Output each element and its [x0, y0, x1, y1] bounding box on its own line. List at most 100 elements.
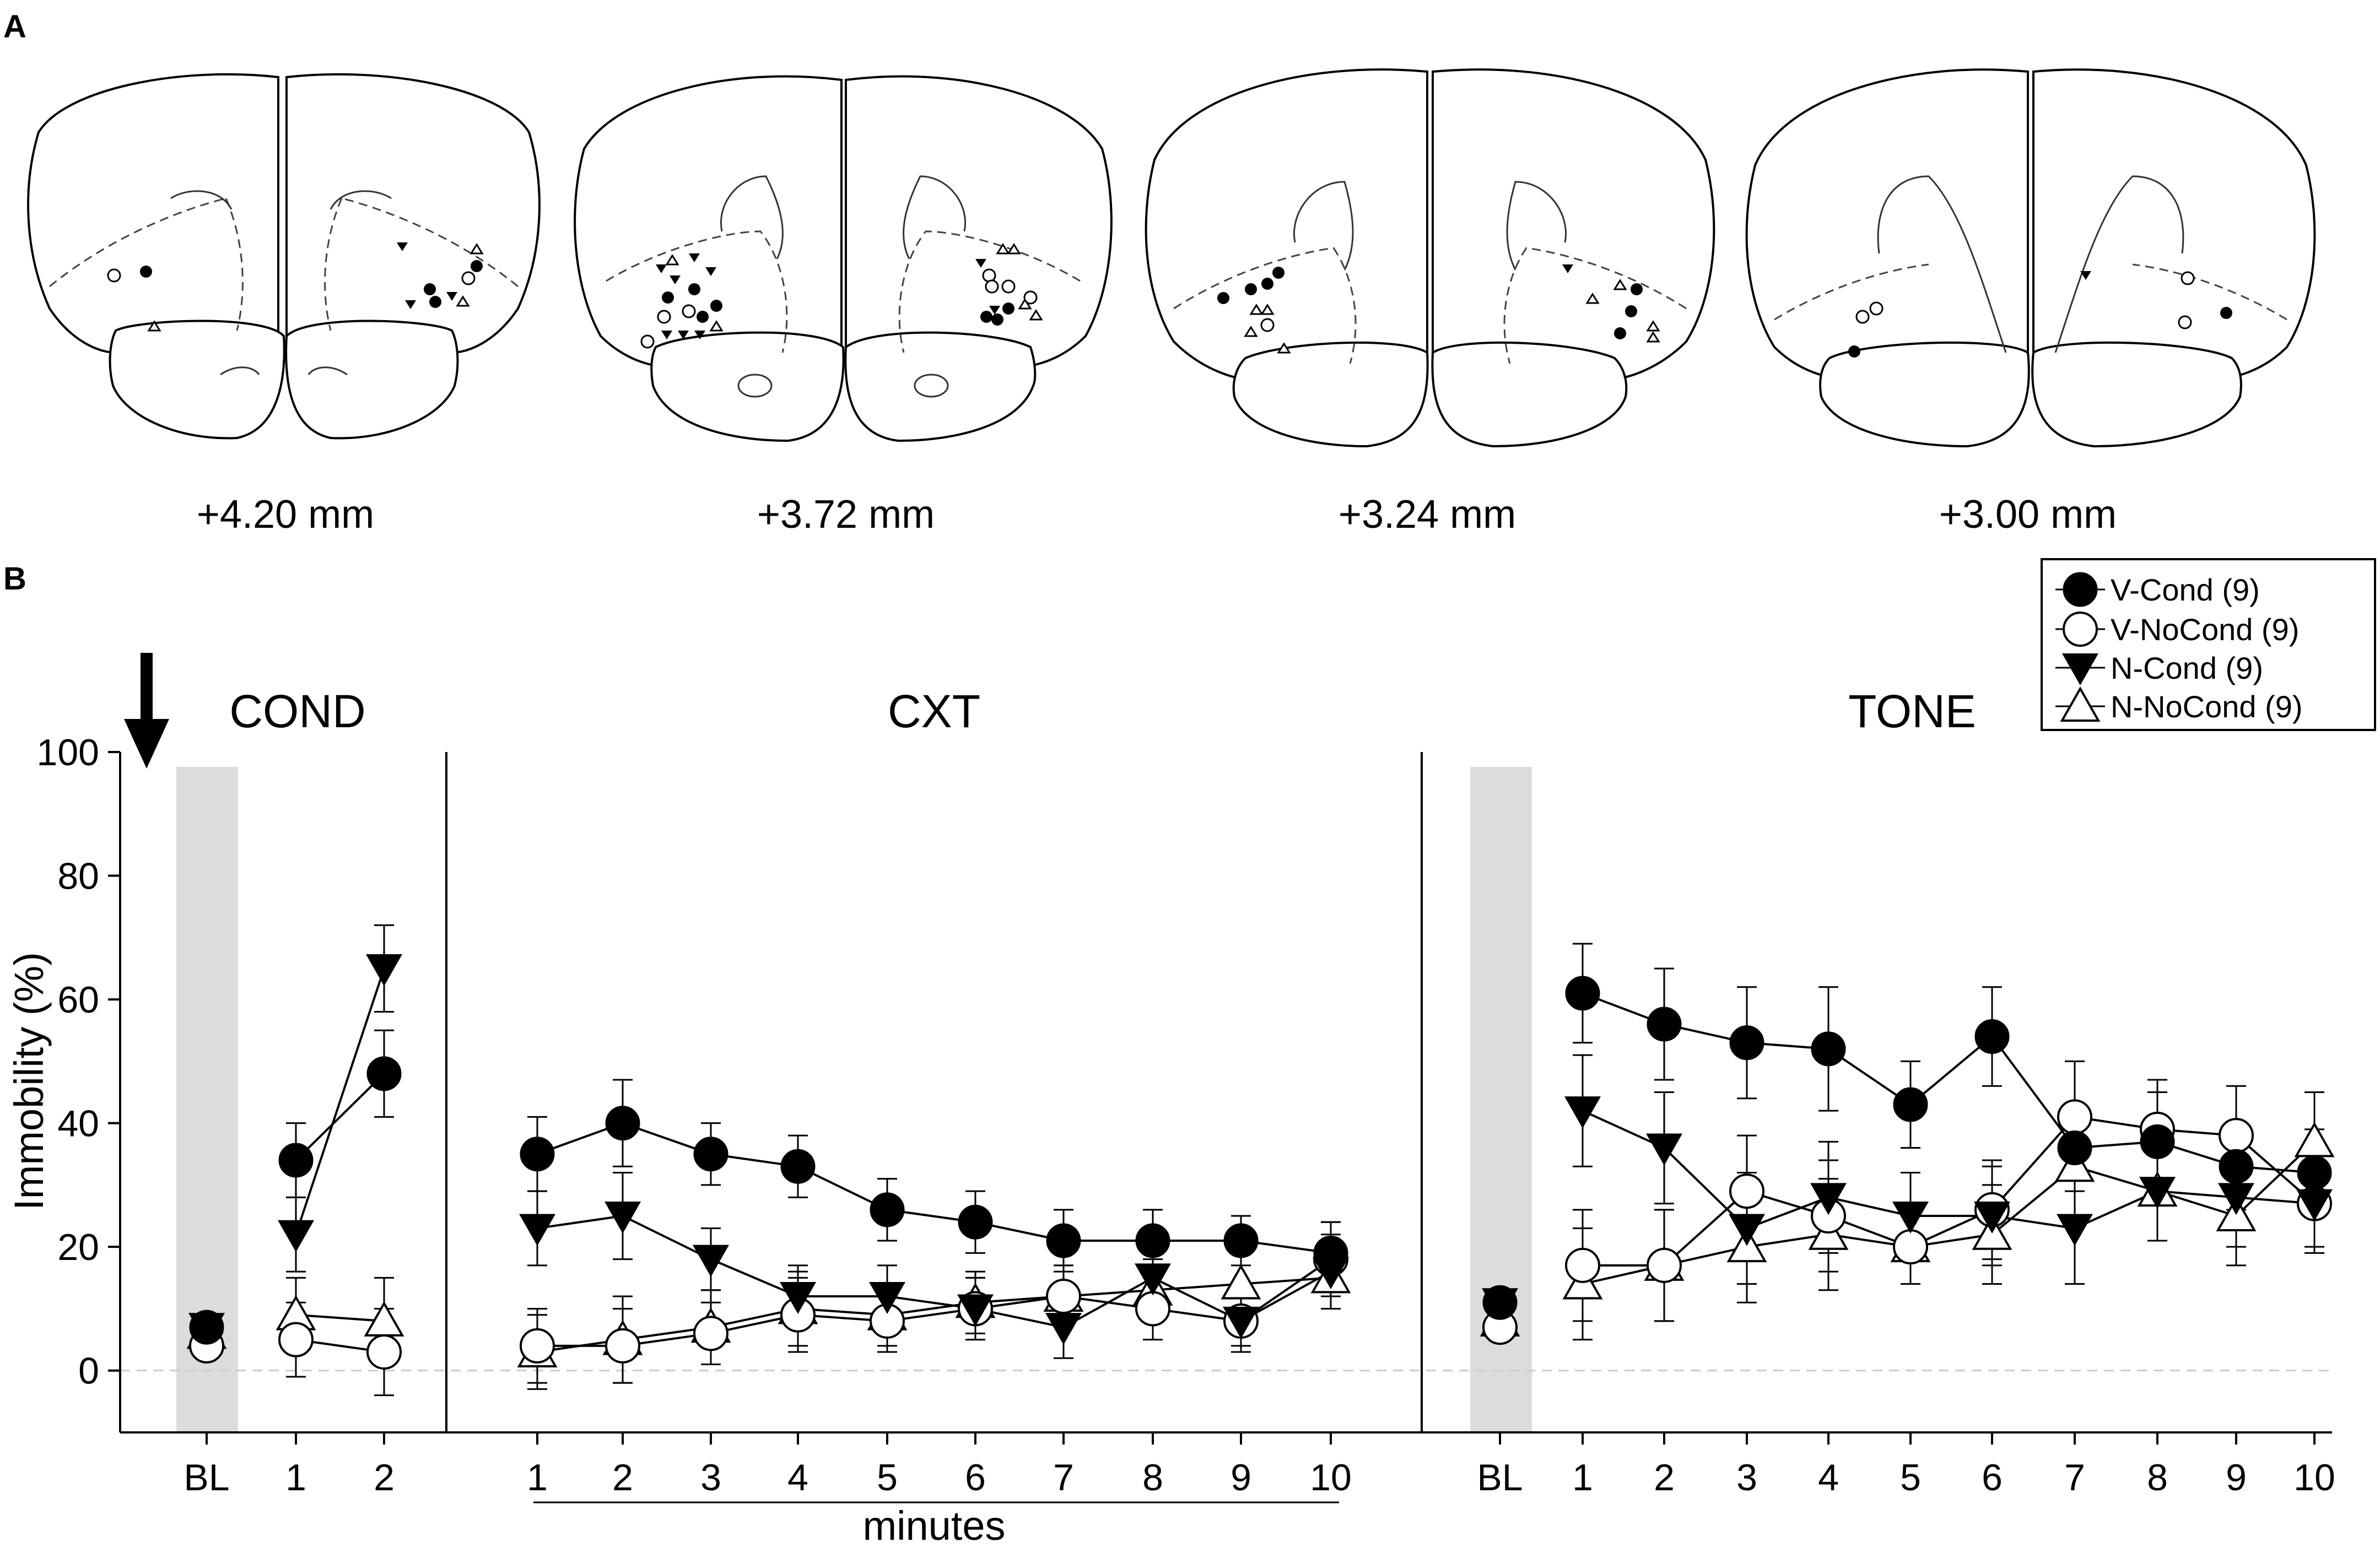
immobility-chart: 0 20 40 60 80 100 BL 1 2 1 2 3 4 5 6 7 8 9 10 BL 1 2 3 4 5 6 7 8 9 1…: [6, 558, 2376, 1547]
marker-v-cond: [278, 1143, 314, 1178]
marker-n-cond: [1974, 1202, 2010, 1234]
legend-marker-v-nocond: [2063, 612, 2098, 647]
marker-v-cond: [605, 1106, 640, 1141]
marker-n-nocond: [1221, 1264, 1261, 1300]
x-tick-label: 3: [700, 1457, 721, 1499]
marker-v-cond: [870, 1192, 905, 1227]
marker-n-cond: [1810, 1183, 1847, 1215]
marker-v-nocond: [366, 1334, 402, 1370]
y-tick-label: 100: [37, 732, 99, 774]
marker-n-cond: [366, 954, 402, 986]
x-tick-label: 3: [1736, 1457, 1757, 1499]
marker-v-cond: [2297, 1155, 2332, 1190]
marker-v-cond: [520, 1137, 555, 1172]
brain-section-2: [574, 75, 1113, 442]
x-tick-label: 5: [877, 1457, 898, 1499]
marker-v-cond: [2219, 1149, 2254, 1184]
marker-n-cond: [1564, 1096, 1601, 1129]
x-tick-label: 1: [1572, 1457, 1593, 1499]
marker-n-cond: [605, 1202, 641, 1234]
marker-v-cond: [1729, 1025, 1764, 1061]
marker-n-cond: [1135, 1263, 1171, 1296]
panel-a-label: A: [3, 9, 26, 45]
legend-label-v-cond: V-Cond (9): [2111, 572, 2260, 607]
x-axis-label: minutes: [862, 1503, 1005, 1547]
x-tick-label: 6: [1982, 1457, 2003, 1499]
line-n-cond-tone: [1582, 1110, 2315, 1230]
section-label-1: +4.20 mm: [197, 493, 374, 537]
marker-n-cond: [2218, 1183, 2254, 1215]
marker-n-cond: [957, 1294, 994, 1327]
marker-v-nocond: [1729, 1173, 1764, 1209]
marker-v-nocond: [693, 1316, 728, 1351]
marker-v-nocond: [1135, 1291, 1170, 1327]
x-tick-label: 10: [1310, 1457, 1352, 1499]
x-tick-label: 7: [1053, 1457, 1074, 1499]
phase-title-cond: COND: [229, 685, 365, 737]
x-tick-label: 2: [612, 1457, 633, 1499]
marker-v-cond: [1223, 1223, 1259, 1258]
section-label-3: +3.24 mm: [1339, 493, 1516, 537]
x-tick-label: 2: [374, 1457, 395, 1499]
marker-n-cond: [2139, 1177, 2176, 1209]
x-tick-label: 6: [965, 1457, 986, 1499]
marker-v-nocond: [2219, 1118, 2254, 1154]
x-tick-label: BL: [1477, 1457, 1523, 1499]
marker-v-nocond: [1046, 1279, 1081, 1314]
marker-v-nocond: [605, 1328, 640, 1364]
y-ticks: 0 20 40 60 80 100: [37, 732, 120, 1392]
line-v-cond-tone: [1582, 992, 2315, 1174]
legend-label-n-nocond: N-NoCond (9): [2111, 689, 2303, 724]
x-tick-label: 1: [285, 1457, 306, 1499]
line-v-nocond-tone: [1583, 1116, 2316, 1267]
marker-v-cond: [2057, 1130, 2092, 1166]
x-tick-label: 4: [787, 1457, 808, 1499]
line-v-cond-cxt: [537, 1122, 1331, 1254]
x-tick-label: 8: [1142, 1457, 1163, 1499]
x-tick-label: 7: [2064, 1457, 2085, 1499]
y-axis-label: Immobility (%): [6, 952, 52, 1210]
y-tick-label: 0: [78, 1350, 99, 1392]
brain-section-4: [1745, 68, 2316, 448]
series-lines: [295, 968, 2316, 1354]
x-tick-label: 5: [1900, 1457, 1921, 1499]
marker-v-cond: [1647, 1007, 1682, 1042]
marker-v-cond: [1046, 1223, 1081, 1258]
phase-title-cxt: CXT: [888, 685, 980, 737]
marker-n-cond: [2057, 1214, 2093, 1246]
line-n-nocond-cond: [295, 1313, 385, 1322]
marker-v-cond: [1811, 1031, 1846, 1067]
marker-v-cond: [1565, 976, 1600, 1011]
error-bars: [197, 924, 2324, 1397]
legend-label-n-cond: N-Cond (9): [2111, 651, 2263, 685]
series-markers: [186, 954, 2335, 1370]
marker-v-nocond: [1647, 1247, 1682, 1283]
section-label-4: +3.00 mm: [1939, 493, 2117, 537]
x-tick-label: 8: [2147, 1457, 2168, 1499]
y-tick-label: 60: [57, 979, 99, 1021]
line-v-nocond-cxt: [537, 1258, 1332, 1347]
marker-n-cond: [278, 1220, 314, 1252]
marker-v-cond: [189, 1310, 224, 1345]
panel-b-label: B: [3, 561, 26, 597]
marker-n-cond: [869, 1282, 905, 1314]
marker-n-nocond: [2294, 1122, 2335, 1157]
x-tick-label: 1: [527, 1457, 548, 1499]
marker-v-cond: [2140, 1124, 2175, 1159]
legend-marker-n-cond: [2062, 653, 2098, 685]
marker-v-cond: [693, 1137, 728, 1172]
marker-v-nocond: [278, 1322, 314, 1357]
marker-n-cond: [519, 1214, 555, 1246]
x-tick-label: 10: [2293, 1457, 2335, 1499]
shock-arrow-icon: [124, 653, 169, 769]
x-tick-label: 9: [1231, 1457, 1251, 1499]
marker-v-nocond: [1565, 1247, 1600, 1283]
y-tick-label: 80: [57, 856, 99, 897]
line-n-cond-cond: [295, 968, 385, 1235]
y-tick-label: 40: [57, 1103, 99, 1145]
marker-v-cond: [1974, 1019, 2010, 1054]
marker-v-cond: [780, 1149, 816, 1184]
marker-n-cond: [1892, 1202, 1929, 1234]
line-n-nocond-tone: [1582, 1140, 2316, 1285]
